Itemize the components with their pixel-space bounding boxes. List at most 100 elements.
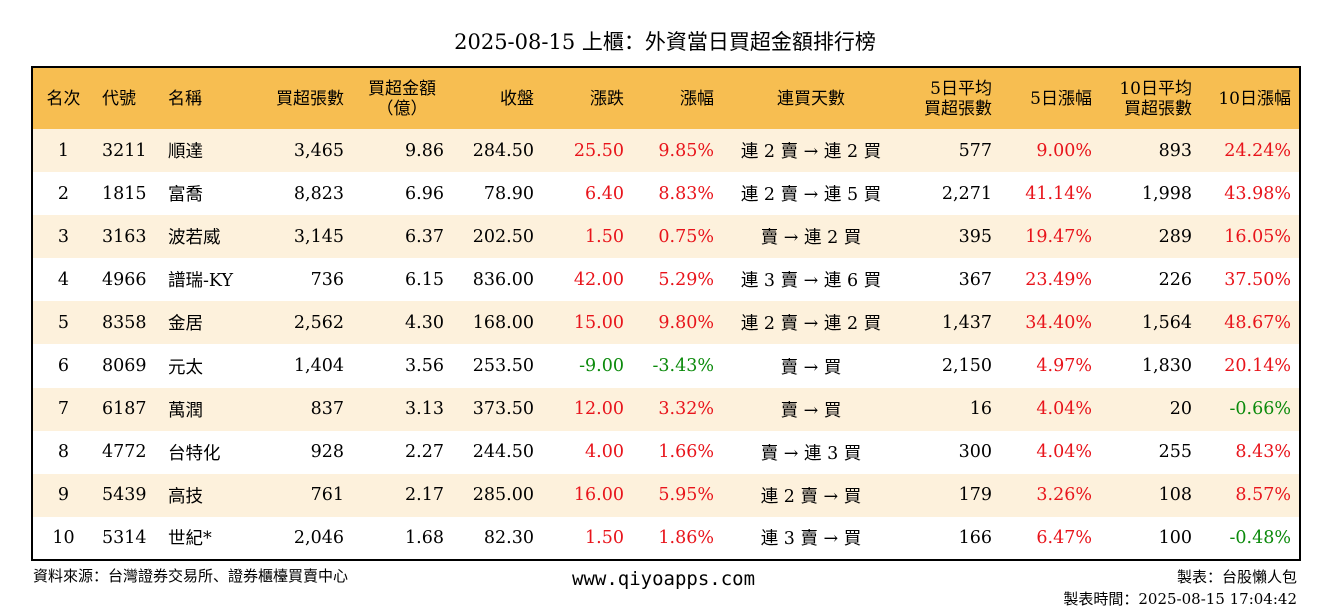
cell-shares: 736	[252, 258, 352, 302]
header-code: 代號	[94, 67, 160, 129]
cell-pct5: 9.00%	[1000, 129, 1100, 173]
cell-amount: 4.30	[352, 301, 452, 345]
cell-amount: 2.27	[352, 430, 452, 474]
cell-pct5: 4.04%	[1000, 387, 1100, 431]
cell-change: 42.00	[542, 258, 632, 302]
cell-pct: 9.80%	[632, 301, 722, 345]
cell-pct10: 16.05%	[1200, 215, 1300, 259]
cell-pct: 5.29%	[632, 258, 722, 302]
website-link[interactable]: www.qiyoapps.com	[572, 568, 756, 590]
cell-rank: 10	[32, 516, 94, 560]
cell-amount: 6.15	[352, 258, 452, 302]
cell-change: 1.50	[542, 215, 632, 259]
cell-name: 譜瑞-KY	[160, 258, 252, 302]
header-avg10: 10日平均 買超張數	[1100, 67, 1200, 129]
cell-pct10: 8.43%	[1200, 430, 1300, 474]
cell-close: 284.50	[452, 129, 542, 173]
cell-amount: 1.68	[352, 516, 452, 560]
cell-name: 順達	[160, 129, 252, 173]
cell-pct5: 6.47%	[1000, 516, 1100, 560]
cell-streak: 賣 → 連 3 買	[722, 430, 900, 474]
cell-pct: 0.75%	[632, 215, 722, 259]
maker-label: 製表：台股懶人包	[1176, 568, 1297, 586]
header-avg5-line2: 買超張數	[924, 98, 992, 119]
cell-pct: 1.66%	[632, 430, 722, 474]
cell-pct10: 37.50%	[1200, 258, 1300, 302]
cell-shares: 3,145	[252, 215, 352, 259]
cell-avg10: 108	[1100, 473, 1200, 517]
cell-pct5: 23.49%	[1000, 258, 1100, 302]
cell-pct10: 43.98%	[1200, 172, 1300, 216]
cell-avg5: 395	[900, 215, 1000, 259]
cell-change: 16.00	[542, 473, 632, 517]
cell-rank: 5	[32, 301, 94, 345]
cell-rank: 4	[32, 258, 94, 302]
cell-avg5: 577	[900, 129, 1000, 173]
header-shares: 買超張數	[252, 67, 352, 129]
cell-amount: 6.37	[352, 215, 452, 259]
cell-change: 6.40	[542, 172, 632, 216]
cell-pct: 9.85%	[632, 129, 722, 173]
page-title: 2025-08-15 上櫃：外資當日買超金額排行榜	[454, 30, 876, 54]
cell-name: 萬潤	[160, 387, 252, 431]
cell-avg5: 367	[900, 258, 1000, 302]
cell-name: 富喬	[160, 172, 252, 216]
cell-pct: 1.86%	[632, 516, 722, 560]
cell-code: 1815	[94, 172, 160, 216]
table-row: 2 1815 富喬 8,823 6.96 78.90 6.40 8.83% 連 2 賣 → 連 …	[32, 172, 1300, 216]
cell-amount: 2.17	[352, 473, 452, 517]
cell-avg5: 179	[900, 473, 1000, 517]
cell-code: 3163	[94, 215, 160, 259]
data-source: 資料來源：台灣證券交易所、證券櫃檯買賣中心	[33, 567, 349, 585]
cell-amount: 6.96	[352, 172, 452, 216]
cell-avg5: 2,150	[900, 344, 1000, 388]
header-pct10: 10日漲幅	[1200, 67, 1300, 129]
cell-change: -9.00	[542, 344, 632, 388]
cell-close: 78.90	[452, 172, 542, 216]
cell-pct: -3.43%	[632, 344, 722, 388]
cell-rank: 2	[32, 172, 94, 216]
cell-pct5: 4.97%	[1000, 344, 1100, 388]
cell-streak: 連 2 賣 → 連 2 買	[722, 129, 900, 173]
cell-change: 12.00	[542, 387, 632, 431]
cell-rank: 1	[32, 129, 94, 173]
cell-avg5: 2,271	[900, 172, 1000, 216]
table-row: 4 4966 譜瑞-KY 736 6.15 836.00 42.00 5.29% 連 3 賣 →…	[32, 258, 1300, 302]
cell-pct: 3.32%	[632, 387, 722, 431]
table-row: 7 6187 萬潤 837 3.13 373.50 12.00 3.32% 賣 → 買 16 4.0…	[32, 387, 1300, 431]
cell-code: 4772	[94, 430, 160, 474]
cell-pct10: 8.57%	[1200, 473, 1300, 517]
cell-name: 高技	[160, 473, 252, 517]
cell-shares: 761	[252, 473, 352, 517]
cell-pct5: 41.14%	[1000, 172, 1100, 216]
cell-avg10: 100	[1100, 516, 1200, 560]
cell-avg10: 1,564	[1100, 301, 1200, 345]
cell-code: 8358	[94, 301, 160, 345]
cell-change: 4.00	[542, 430, 632, 474]
header-pct5: 5日漲幅	[1000, 67, 1100, 129]
cell-close: 285.00	[452, 473, 542, 517]
header-pct: 漲幅	[632, 67, 722, 129]
cell-code: 5439	[94, 473, 160, 517]
footer-credits: 製表：台股懶人包 製表時間：2025-08-15 17:04:42	[1063, 566, 1297, 610]
cell-avg5: 16	[900, 387, 1000, 431]
cell-close: 82.30	[452, 516, 542, 560]
cell-streak: 賣 → 買	[722, 344, 900, 388]
cell-rank: 7	[32, 387, 94, 431]
cell-pct10: 48.67%	[1200, 301, 1300, 345]
cell-streak: 賣 → 買	[722, 387, 900, 431]
cell-avg5: 300	[900, 430, 1000, 474]
header-avg10-line1: 10日平均	[1119, 78, 1192, 99]
cell-change: 1.50	[542, 516, 632, 560]
cell-name: 台特化	[160, 430, 252, 474]
cell-pct10: 24.24%	[1200, 129, 1300, 173]
table-body: 1 3211 順達 3,465 9.86 284.50 25.50 9.85% 連 2 賣 → …	[32, 129, 1300, 560]
cell-close: 168.00	[452, 301, 542, 345]
cell-shares: 928	[252, 430, 352, 474]
cell-name: 金居	[160, 301, 252, 345]
cell-streak: 連 3 賣 → 連 6 買	[722, 258, 900, 302]
cell-rank: 9	[32, 473, 94, 517]
cell-code: 8069	[94, 344, 160, 388]
